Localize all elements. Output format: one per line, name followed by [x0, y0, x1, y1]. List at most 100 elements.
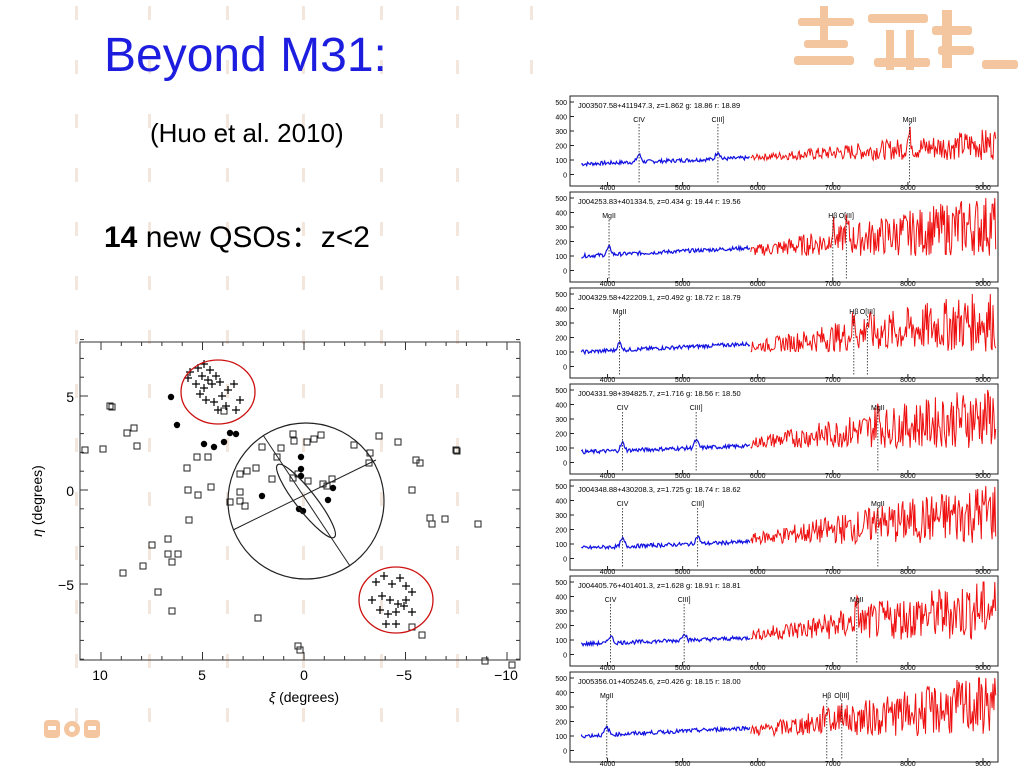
catalog-square [452, 446, 460, 454]
qso-dot [167, 393, 175, 401]
spectrum-frame [569, 287, 999, 379]
y-tick-label: 400 [555, 115, 567, 122]
background-dash [380, 168, 383, 182]
y-axis-unit: (degrees) [29, 465, 45, 525]
background-dash [75, 384, 78, 398]
x-tick-label: 7000 [825, 569, 841, 576]
x-tick-label: 7000 [825, 377, 841, 384]
qso-dot [324, 496, 332, 504]
emission-line-label: CIII] [712, 117, 725, 124]
spectrum-header: J003507.58+411947.3, z=1.862 g: 18.86 r:… [578, 101, 740, 110]
qso-cross [382, 620, 390, 628]
background-dash [380, 6, 383, 20]
x-tick-label: 8000 [900, 377, 916, 384]
y-tick-label: 5 [66, 389, 74, 405]
background-dash [226, 222, 229, 236]
qso-cross [212, 372, 220, 380]
x-tick-label: 8000 [900, 569, 916, 576]
slide-title: Beyond M31: [104, 29, 387, 82]
emission-line-label: CIII] [678, 597, 691, 604]
background-dash [456, 114, 459, 128]
spectrum-panel: 500 400 300 200 100 0 4000 5000 6000 7000 8000 9000… [555, 671, 999, 768]
qso-cross [206, 366, 214, 374]
y-tick-label: 300 [555, 321, 567, 328]
catalog-square [185, 516, 193, 524]
x-tick-label: 9000 [975, 761, 991, 768]
y-tick-label: 200 [555, 528, 567, 535]
spectrum-frame [569, 479, 999, 571]
redshift: z=0.492 [655, 293, 684, 302]
emission-line-label: MgII [871, 405, 885, 412]
reference-citation: (Huo et al. 2010) [150, 118, 344, 148]
catalog-square [296, 646, 304, 654]
background-dash [302, 492, 305, 506]
y-tick-label: 200 [555, 240, 567, 247]
spectrum-panel: 500 400 300 200 100 0 4000 5000 6000 7000 8000 9000… [555, 383, 999, 480]
qso-dot [220, 438, 228, 446]
y-tick-label: 0 [563, 653, 567, 660]
qso-cross [218, 392, 226, 400]
x-tick-label: 10 [92, 667, 108, 683]
y-tick-label: −5 [58, 577, 74, 593]
background-dash [226, 168, 229, 182]
background-dash [302, 330, 305, 344]
background-dash [380, 384, 383, 398]
y-tick-label: 400 [555, 595, 567, 602]
catalog-square [204, 453, 212, 461]
catalog-square [194, 491, 202, 499]
y-tick-label: 200 [555, 144, 567, 151]
catalog-square [310, 435, 318, 443]
spectrum-header: J004348.88+430208.3, z=1.725 g: 18.74 r:… [578, 485, 741, 494]
qso-cross [222, 402, 230, 410]
background-dash [302, 114, 305, 128]
red-arm-spectrum [750, 126, 997, 162]
catalog-square [273, 453, 281, 461]
background-dash [226, 600, 229, 614]
g-magnitude: g: 18.74 [684, 485, 713, 494]
qso-cross [224, 386, 232, 394]
qso-dot [200, 440, 208, 448]
background-dash [148, 168, 151, 182]
y-tick-label: 300 [555, 513, 567, 520]
catalog-square [290, 437, 298, 445]
blue-arm-spectrum [581, 151, 750, 168]
emission-line-label: Hβ [849, 309, 858, 316]
object-id: J005356.01+405245.6, [578, 677, 655, 686]
x-tick-label: 8000 [900, 473, 916, 480]
x-tick-label: 4000 [600, 761, 616, 768]
catalog-square [350, 441, 358, 449]
qso-cross [186, 368, 194, 376]
blue-arm-spectrum [580, 633, 751, 648]
background-dash [302, 168, 305, 182]
catalog-square [168, 558, 176, 566]
y-tick-label: 100 [555, 254, 567, 261]
y-tick-label: 200 [555, 432, 567, 439]
qso-cross [214, 406, 222, 414]
catalog-square [243, 467, 251, 475]
y-tick-label: 400 [555, 307, 567, 314]
qso-cross [232, 406, 240, 414]
object-id: J004329.58+422209.1, [578, 293, 655, 302]
background-dash [148, 276, 151, 290]
sky-axis-ticks [80, 339, 520, 660]
x-tick-label: 6000 [750, 377, 766, 384]
catalog-square [426, 514, 434, 522]
catalog-square [375, 432, 383, 440]
m31-region [227, 422, 385, 580]
catalog-square [139, 562, 147, 570]
emission-line-label: O[III] [860, 309, 875, 316]
object-id: J003507.58+411947.3, [578, 101, 654, 110]
qso-cross [388, 580, 396, 588]
catalog-square [294, 642, 302, 650]
qso-cross [378, 592, 386, 600]
background-dash [148, 114, 151, 128]
background-dash [456, 654, 459, 668]
qso-summary: 14 new QSOs：z<2 [104, 212, 370, 256]
background-dash [380, 222, 383, 236]
catalog-square [474, 520, 482, 528]
background-dash [75, 600, 78, 614]
x-tick-label: 5000 [675, 761, 691, 768]
y-tick-label: 0 [563, 173, 567, 180]
spectrum-frame [569, 191, 999, 283]
qso-cross [372, 578, 380, 586]
